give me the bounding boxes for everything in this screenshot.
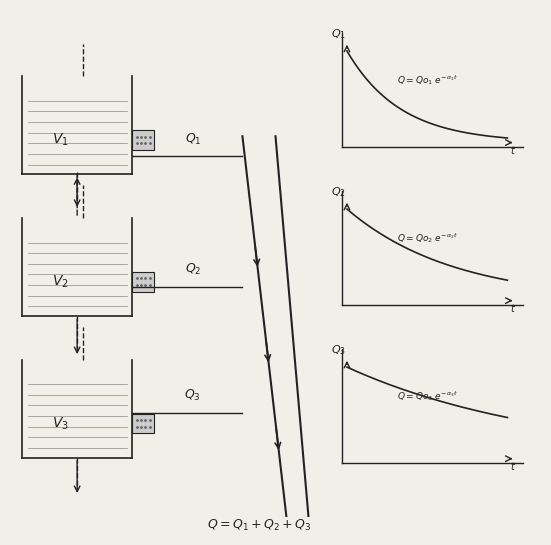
Bar bbox=[132, 130, 154, 150]
Text: $Q_1$: $Q_1$ bbox=[185, 131, 201, 147]
Text: $V_3$: $V_3$ bbox=[52, 415, 69, 432]
Text: $V_2$: $V_2$ bbox=[52, 274, 69, 290]
Text: $Q = Q_1 + Q_2 + Q_3$: $Q = Q_1 + Q_2 + Q_3$ bbox=[207, 518, 311, 534]
Bar bbox=[132, 414, 154, 433]
Text: $V_1$: $V_1$ bbox=[52, 132, 69, 148]
Bar bbox=[132, 272, 154, 292]
Text: $Q_3$: $Q_3$ bbox=[185, 387, 201, 403]
Text: $Q_2$: $Q_2$ bbox=[185, 262, 201, 277]
